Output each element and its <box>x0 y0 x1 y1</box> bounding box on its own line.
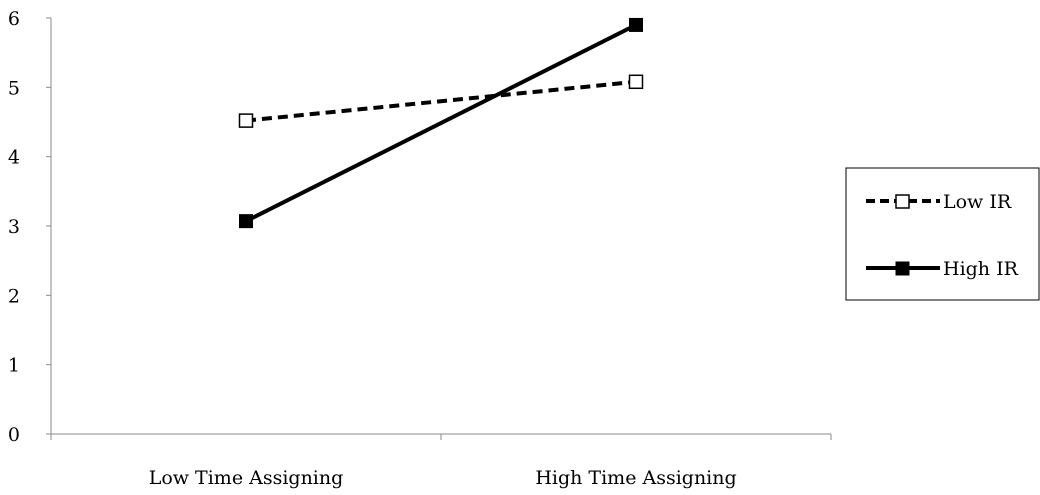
y-tick-labels: 0 1 2 3 4 5 6 <box>8 8 20 446</box>
x-tick-labels: Low Time Assigning High Time Assigning <box>149 467 737 489</box>
y-tick-label: 4 <box>8 147 20 169</box>
legend-label-low-ir: Low IR <box>943 191 1012 213</box>
y-tick-label: 6 <box>8 8 20 30</box>
y-tick-label: 3 <box>8 216 20 238</box>
legend-marker-high-ir <box>895 261 910 276</box>
y-tick-label: 0 <box>8 424 20 446</box>
legend-label-high-ir: High IR <box>943 258 1019 280</box>
data-point-high-ir <box>239 214 253 229</box>
data-point-low-ir <box>238 113 254 128</box>
axes <box>46 17 832 440</box>
series-layer <box>238 17 644 229</box>
data-point-low-ir <box>628 74 644 90</box>
data-point-high-ir <box>629 17 643 32</box>
legend-item-low-ir: Low IR <box>866 191 1012 213</box>
series-high-ir <box>239 17 643 229</box>
x-tick-label: High Time Assigning <box>535 467 736 489</box>
x-tick-label: Low Time Assigning <box>149 467 344 489</box>
y-tick-label: 5 <box>8 77 20 99</box>
y-tick-label: 1 <box>8 355 20 377</box>
legend-marker-low-ir <box>895 194 910 209</box>
legend-item-high-ir: High IR <box>866 258 1019 280</box>
series-line-low-ir <box>245 79 637 123</box>
series-low-ir <box>238 74 644 128</box>
legend: Low IR High IR <box>845 167 1040 301</box>
legend-box <box>845 167 1040 301</box>
y-tick-label: 2 <box>8 285 20 307</box>
series-line-high-ir <box>245 23 637 223</box>
